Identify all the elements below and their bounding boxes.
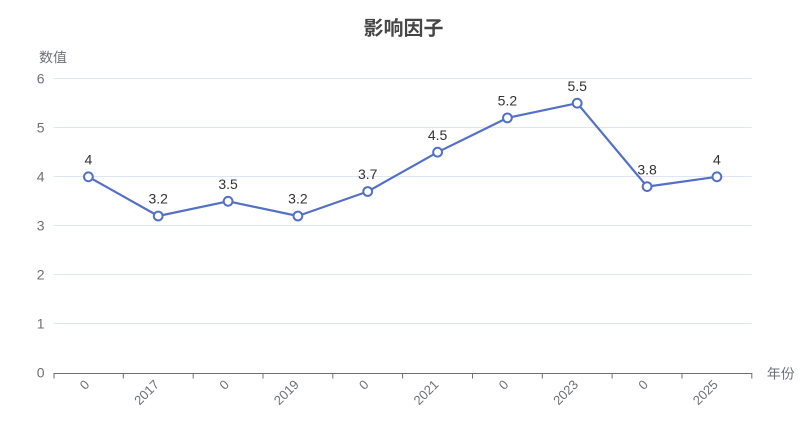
svg-text:3.2: 3.2 bbox=[148, 191, 168, 207]
svg-text:4: 4 bbox=[85, 152, 93, 168]
svg-text:3.5: 3.5 bbox=[218, 176, 238, 192]
svg-text:3: 3 bbox=[37, 218, 45, 234]
svg-text:2: 2 bbox=[37, 267, 45, 283]
svg-text:4: 4 bbox=[713, 152, 721, 168]
svg-text:4.5: 4.5 bbox=[428, 127, 448, 143]
svg-text:4: 4 bbox=[37, 169, 45, 185]
svg-text:3.7: 3.7 bbox=[358, 166, 378, 182]
svg-text:3.8: 3.8 bbox=[637, 161, 657, 177]
svg-text:0: 0 bbox=[37, 365, 45, 381]
svg-text:3.2: 3.2 bbox=[288, 191, 308, 207]
svg-text:5.5: 5.5 bbox=[567, 78, 587, 94]
svg-text:1: 1 bbox=[37, 316, 45, 332]
svg-text:5.2: 5.2 bbox=[498, 93, 518, 109]
svg-text:5: 5 bbox=[37, 120, 45, 136]
svg-text:6: 6 bbox=[37, 71, 45, 87]
